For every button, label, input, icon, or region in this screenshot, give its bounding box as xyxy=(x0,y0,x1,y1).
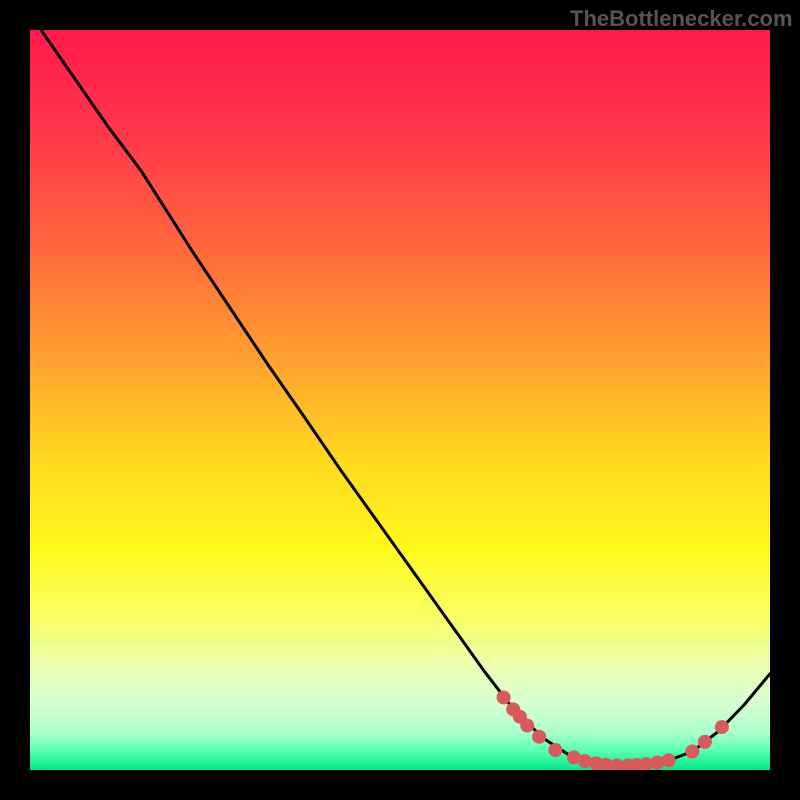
marker-point xyxy=(497,690,511,704)
marker-point xyxy=(662,753,676,767)
marker-point xyxy=(698,735,712,749)
marker-point xyxy=(548,743,562,757)
plot-background xyxy=(30,30,770,770)
chart-container: TheBottlenecker.com xyxy=(0,0,800,800)
plot-svg xyxy=(30,30,770,770)
marker-point xyxy=(685,745,699,759)
marker-point xyxy=(532,730,546,744)
marker-point xyxy=(520,719,534,733)
watermark-text: TheBottlenecker.com xyxy=(570,6,793,32)
marker-point xyxy=(715,720,729,734)
